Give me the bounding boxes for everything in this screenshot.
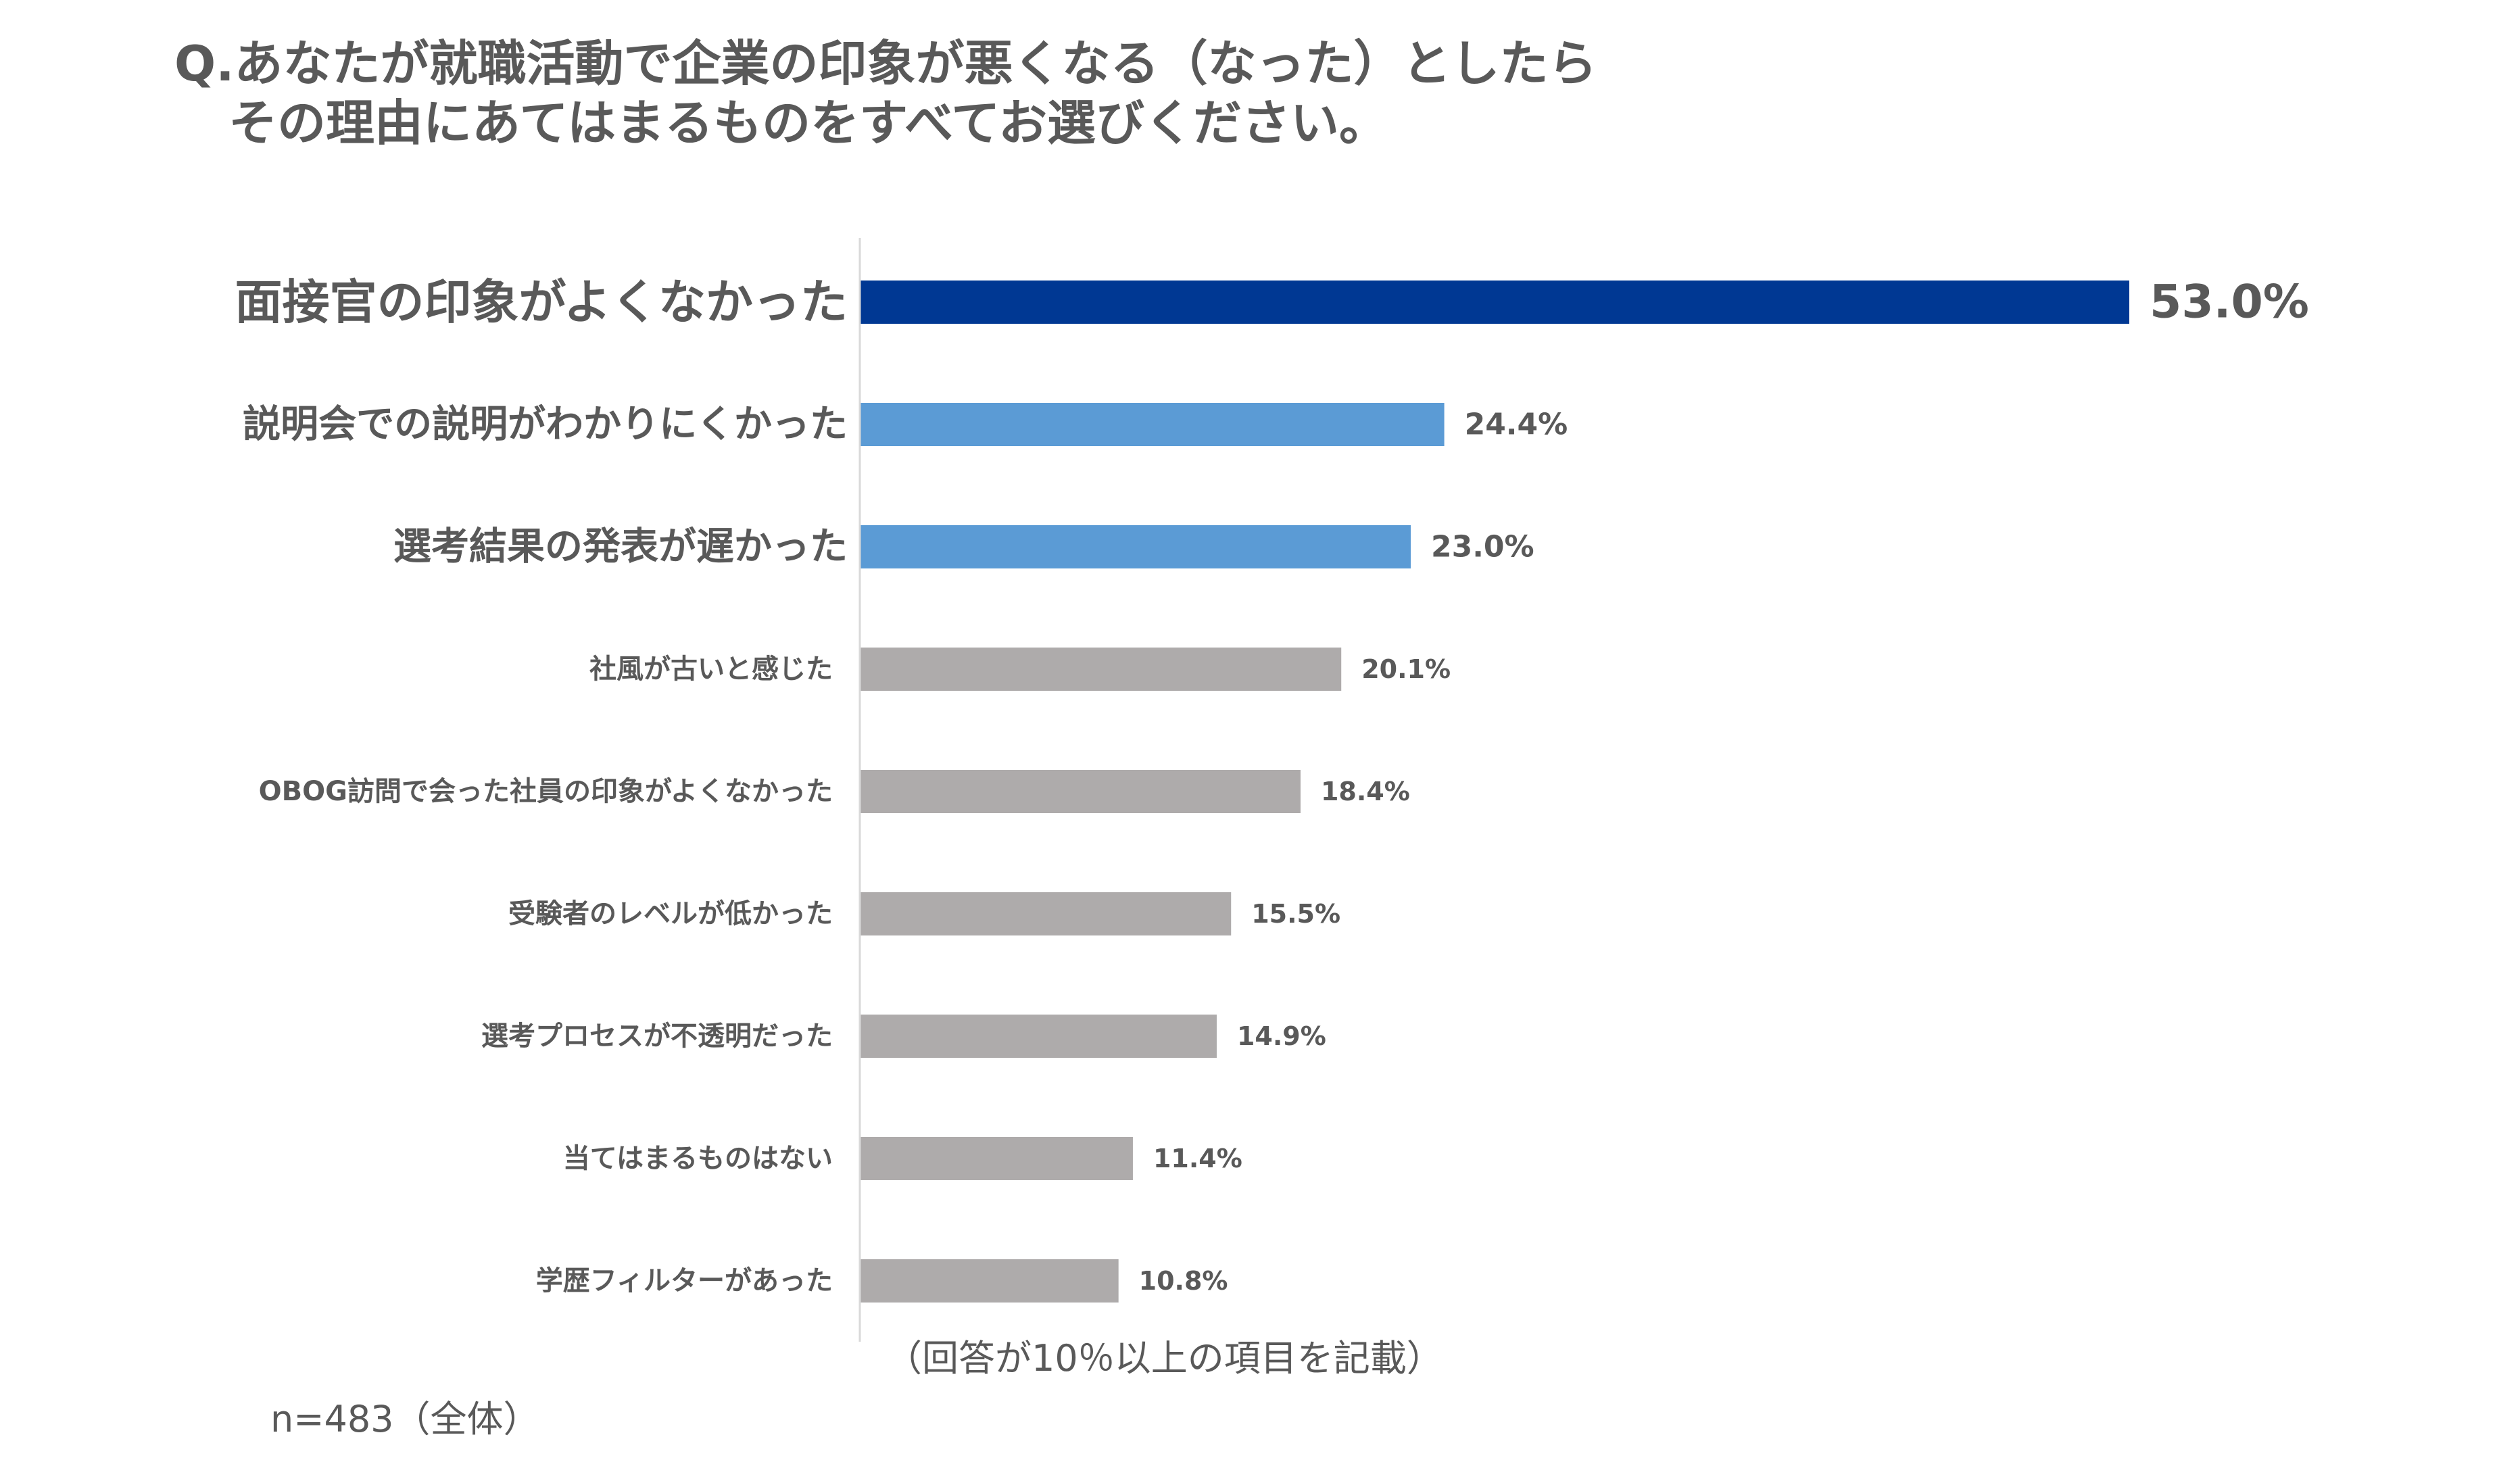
bar-7 [860, 1015, 1217, 1058]
value-label-5: 18.4% [1321, 777, 1410, 806]
category-label-8: 当てはまるものはない [563, 1143, 833, 1174]
bar-3 [860, 525, 1411, 568]
value-label-9: 10.8% [1139, 1266, 1228, 1296]
bar-8 [860, 1137, 1133, 1180]
bar-4 [860, 648, 1342, 691]
value-label-2: 24.4% [1465, 408, 1568, 442]
bar-1 [860, 281, 2129, 324]
value-label-1: 53.0% [2150, 276, 2309, 329]
category-label-5: OBOG訪問で会った社員の印象がよくなかった [259, 776, 833, 807]
criteria-note: （回答が10％以上の項目を記載） [886, 1337, 1443, 1380]
sample-size-note: n=483（全体） [270, 1398, 540, 1440]
category-label-9: 学歴フィルターがあった [536, 1265, 833, 1296]
category-label-6: 受験者のレベルが低かった [508, 898, 833, 929]
title-line-2: その理由にあてはまるものをすべてお選びください。 [228, 95, 1388, 151]
category-label-4: 社風が古いと感じた [589, 654, 833, 685]
value-label-7: 14.9% [1237, 1021, 1326, 1051]
bar-9 [860, 1259, 1119, 1303]
bar-2 [860, 403, 1445, 446]
category-label-1: 面接官の印象がよくなかった [235, 274, 848, 330]
chart-title: Q.あなたが就職活動で企業の印象が悪くなる（なった）としたら その理由にあてはま… [174, 34, 1597, 153]
value-label-3: 23.0% [1431, 530, 1534, 564]
value-label-8: 11.4% [1153, 1144, 1242, 1173]
category-label-2: 説明会での説明がわかりにくかった [243, 403, 848, 447]
bars-layer: 面接官の印象がよくなかった 53.0% 説明会での説明がわかりにくかった 24.4% 選… [235, 274, 2309, 1303]
bar-6 [860, 892, 1232, 935]
value-label-6: 15.5% [1251, 899, 1340, 929]
category-label-3: 選考結果の発表が遅かった [393, 525, 848, 569]
category-label-7: 選考プロセスが不透明だった [481, 1021, 833, 1052]
bar-5 [860, 770, 1301, 813]
value-label-4: 20.1% [1361, 654, 1451, 684]
title-line-1: Q.あなたが就職活動で企業の印象が悪くなる（なった）としたら [174, 35, 1597, 92]
